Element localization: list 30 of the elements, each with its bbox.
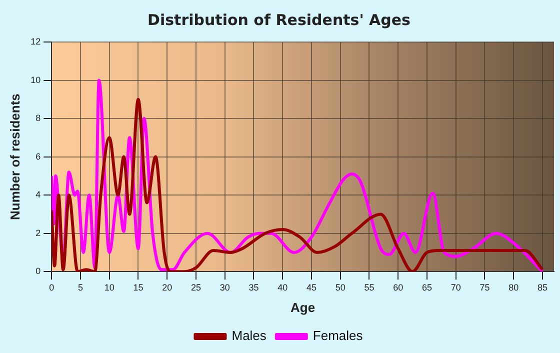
y-axis-title: Number of residents: [7, 94, 22, 220]
x-tick-label: 70: [450, 282, 461, 292]
x-tick-label: 60: [393, 282, 404, 292]
x-axis-title: Age: [290, 300, 316, 315]
x-tick-label: 5: [78, 282, 83, 292]
x-tick-label: 85: [537, 282, 548, 292]
x-tick-label: 10: [104, 282, 114, 292]
x-tick-label: 15: [133, 282, 144, 292]
y-tick-label: 6: [36, 151, 41, 162]
x-tick-label: 0: [49, 282, 54, 292]
y-tick-label: 4: [36, 190, 41, 200]
y-tick-label: 10: [30, 74, 41, 85]
x-tick-label: 80: [508, 282, 519, 292]
x-tick-label: 50: [335, 282, 346, 292]
legend-label: Females: [312, 328, 364, 344]
x-tick-label: 20: [162, 282, 172, 292]
x-tick-label: 75: [480, 282, 490, 292]
y-tick-label: 12: [30, 36, 41, 46]
x-tick-label: 65: [422, 282, 432, 292]
y-tick-label: 2: [36, 228, 41, 238]
x-tick-label: 40: [278, 282, 288, 292]
chart-title: Distribution of Residents' Ages: [148, 10, 411, 29]
x-tick-label: 35: [248, 282, 259, 292]
x-tick-label: 45: [306, 282, 316, 292]
x-tick-label: 30: [220, 282, 230, 292]
y-tick-label: 0: [36, 266, 41, 276]
x-tick-label: 25: [190, 282, 201, 292]
legend-label: Males: [232, 328, 267, 344]
x-tick-label: 55: [364, 282, 374, 292]
y-tick-label: 8: [36, 113, 41, 124]
